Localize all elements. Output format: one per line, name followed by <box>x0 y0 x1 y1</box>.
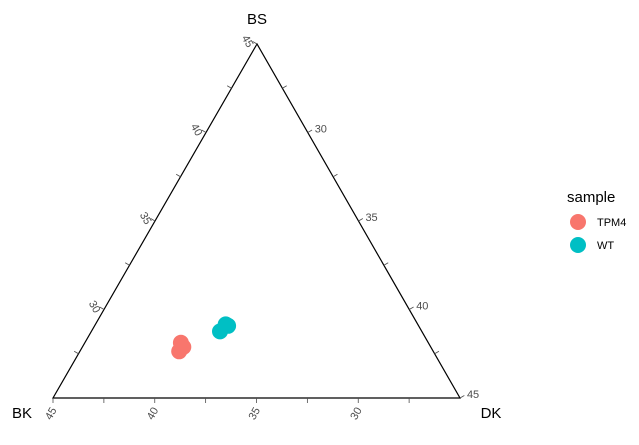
tick-label-bs: 30 <box>86 299 103 316</box>
tick-mark-dk <box>282 85 287 89</box>
tick-mark-bs <box>124 262 130 266</box>
tick-label-dk: 40 <box>416 301 428 313</box>
legend-key-tpm4 <box>570 214 586 230</box>
tick-label-bk: 40 <box>145 406 162 423</box>
tick-mark-dk <box>307 129 313 133</box>
tick-label-dk: 45 <box>467 389 479 401</box>
tick-label-bk: 45 <box>43 406 60 423</box>
tick-label-bk: 30 <box>348 406 365 423</box>
tick-mark-dk <box>332 173 338 178</box>
tick-mark-bs <box>201 129 207 133</box>
vertex-label-dk: DK <box>481 405 502 422</box>
tick-label-dk: 35 <box>365 212 377 224</box>
tick-mark-bs <box>226 85 232 89</box>
tick-mark-bs <box>175 173 181 178</box>
legend: sample TPM4 WT <box>567 189 626 253</box>
vertex-label-bs: BS <box>247 11 267 28</box>
axis-ticks: 30 35 40 45 30 35 40 45 30 35 40 45 <box>43 33 479 422</box>
tick-mark-dk <box>409 306 414 310</box>
tick-label-bk: 35 <box>247 406 264 423</box>
legend-key-wt <box>570 237 586 253</box>
data-points <box>171 316 237 360</box>
tick-label-dk: 30 <box>315 124 327 136</box>
legend-label-wt: WT <box>597 240 614 252</box>
tick-label-bs: 35 <box>137 210 154 227</box>
tick-mark-dk <box>434 350 440 355</box>
tick-mark-bs <box>150 218 156 222</box>
tick-mark-bs <box>99 306 105 310</box>
data-point-tpm4 <box>171 343 188 360</box>
legend-title: sample <box>567 189 615 206</box>
tick-label-bs: 45 <box>239 33 256 50</box>
tick-mark-bs <box>252 41 258 45</box>
ternary-triangle <box>51 42 462 399</box>
tick-mark-dk <box>358 218 364 222</box>
tick-mark-dk <box>383 262 389 266</box>
tick-label-bs: 40 <box>188 122 205 139</box>
legend-label-tpm4: TPM4 <box>597 217 626 229</box>
tick-mark-bs <box>73 350 79 355</box>
tick-mark-dk <box>459 395 465 399</box>
data-point-wt <box>212 323 228 340</box>
vertex-label-bk: BK <box>12 405 32 422</box>
